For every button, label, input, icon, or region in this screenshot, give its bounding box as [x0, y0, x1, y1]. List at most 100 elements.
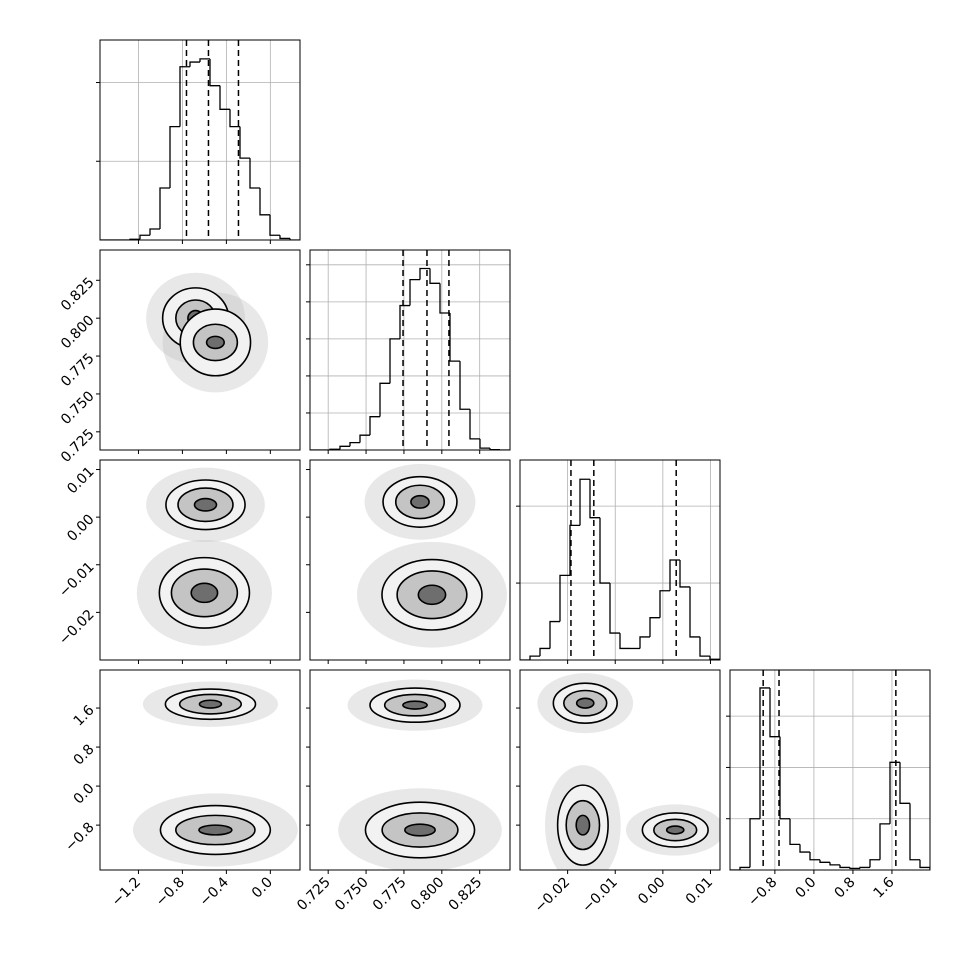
histogram-bin [359, 434, 370, 443]
density-panel [132, 681, 298, 867]
histogram-bin [229, 109, 240, 128]
histogram-bin [219, 85, 230, 110]
histogram-bin [199, 58, 210, 63]
histogram [730, 670, 930, 870]
histogram-bin [549, 620, 560, 649]
contour [575, 697, 595, 709]
contour [205, 335, 225, 350]
histogram-bin [419, 267, 430, 280]
histogram-bin [399, 304, 410, 339]
histogram-bin [909, 803, 920, 861]
histogram-bin [539, 647, 550, 657]
density-panel [338, 679, 502, 870]
histogram-bin [829, 862, 840, 866]
x-tick-label: −0.8 [153, 874, 188, 909]
histogram-bin [699, 636, 710, 657]
histogram-bin [379, 382, 390, 417]
contour [198, 699, 223, 709]
histogram-bin [269, 214, 280, 236]
histogram [100, 40, 300, 240]
y-tick-label: 1.6 [71, 702, 98, 729]
x-tick-label: −0.02 [532, 874, 574, 916]
y-tick-label: 0.00 [64, 511, 97, 544]
histogram-bin [429, 268, 440, 284]
histogram-bin [389, 338, 400, 384]
histogram-bin [289, 238, 300, 240]
x-tick-label: 0.800 [408, 874, 448, 914]
histogram-bin [649, 617, 660, 637]
x-tick-label: 0.750 [332, 874, 372, 914]
histogram-bin [449, 312, 460, 362]
density-panel [136, 467, 272, 646]
histogram-bin [769, 687, 780, 738]
histogram-bin [639, 636, 650, 649]
histogram-bin [859, 866, 870, 869]
contour [404, 823, 436, 837]
histogram-bin [409, 278, 420, 306]
panel-frame [309, 669, 511, 871]
contour [190, 582, 219, 604]
histogram-bin [139, 234, 150, 240]
density-panel [537, 673, 720, 870]
histogram-bin [899, 762, 910, 804]
histogram-bin [239, 126, 250, 159]
histogram-bin [209, 58, 220, 87]
x-tick-label: 0.825 [446, 874, 486, 914]
histogram-bin [259, 188, 270, 216]
y-tick-label: −0.02 [56, 607, 98, 649]
x-tick-label: 0.725 [294, 874, 334, 914]
histogram-bin [609, 583, 620, 634]
y-tick-label: 0.775 [58, 350, 98, 390]
contour [417, 584, 447, 606]
histogram-bin [169, 125, 180, 189]
histogram-bin [759, 687, 770, 819]
histogram-bin [799, 844, 810, 853]
histogram-bin [189, 61, 200, 67]
panel-frame [99, 669, 301, 871]
histogram-bin [849, 867, 860, 870]
histogram-bin [159, 187, 170, 229]
contour [665, 825, 685, 835]
histogram-bin [489, 448, 500, 450]
histogram-bin [599, 517, 610, 584]
contour [410, 494, 430, 509]
histogram-bin [739, 866, 750, 870]
x-tick-label: −0.01 [579, 874, 621, 916]
y-tick-label: 0.825 [58, 275, 98, 315]
density-panel [146, 272, 269, 393]
histogram-bin [559, 574, 570, 622]
histogram-bin [869, 859, 880, 868]
x-tick-label: 0.0 [249, 874, 276, 901]
histogram-bin [529, 655, 540, 660]
histogram-bin [879, 823, 890, 860]
y-tick-label: 0.0 [71, 780, 98, 807]
panel-frame [99, 39, 301, 241]
x-tick-label: −1.2 [109, 874, 144, 909]
y-tick-label: −0.8 [62, 819, 97, 854]
histogram-bin [339, 445, 350, 450]
histogram-bin [369, 416, 380, 436]
contour [575, 814, 591, 836]
histogram-bin [439, 283, 450, 314]
histogram-bin [669, 559, 680, 591]
histogram-bin [819, 859, 830, 863]
histogram-bin [589, 479, 600, 519]
histogram-bin [679, 560, 690, 588]
histogram-bin [689, 586, 700, 638]
histogram-bin [919, 859, 930, 870]
histogram-bin [619, 633, 630, 650]
histogram-bin [349, 441, 360, 447]
contour [193, 497, 218, 512]
histogram-bin [479, 438, 490, 449]
contour [198, 824, 233, 836]
y-tick-label: 0.8 [71, 741, 98, 768]
histogram-bin [279, 235, 290, 240]
histogram-bin [149, 228, 160, 236]
histogram [310, 250, 510, 450]
x-tick-label: 0.775 [370, 874, 410, 914]
histogram [520, 460, 720, 660]
y-tick-label: 0.800 [58, 313, 98, 353]
panel-frame [309, 249, 511, 451]
x-tick-label: 0.0 [793, 874, 820, 901]
